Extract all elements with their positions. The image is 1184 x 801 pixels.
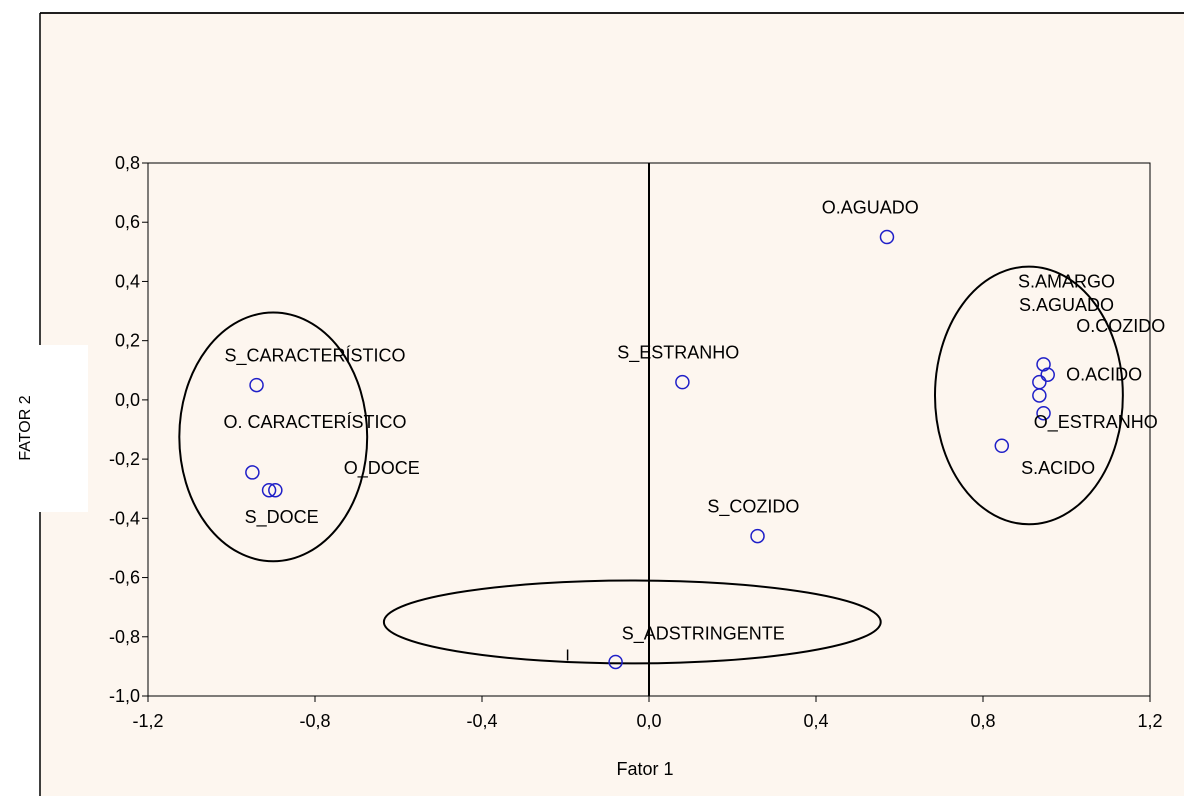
data-point [1040,367,1055,382]
data-point [268,482,283,498]
data-point [675,374,690,390]
y-tick-label: 0,2 [115,331,140,351]
point-label: S_CARACTERÍSTICO [224,345,405,366]
data-point [750,528,765,544]
point-label: S_ADSTRINGENTE [622,624,785,645]
data-point [879,229,895,245]
data-point [245,465,260,480]
tick-label-layer: -1,2 -0,8 -0,4 0,0 0,4 0,8 1,2 0,8 0,6 0,4 0,2 0,0 -… [109,153,1163,731]
group-ellipse [178,311,369,563]
point-label: O_ESTRANHO [1034,412,1158,433]
point-label: S.AMARGO [1018,271,1115,291]
point-label: O. CARACTERÍSTICO [223,412,406,432]
point-label: O.AGUADO [822,197,919,217]
x-tick-label: -1,2 [132,711,163,731]
group-ellipse [382,579,882,665]
group-ellipse [933,265,1124,526]
y-tick-label: -0,6 [109,568,140,588]
x-tick-label: 1,2 [1137,711,1162,731]
point-label: S.ACIDO [1021,458,1095,478]
y-tick-label: -0,4 [109,508,140,528]
data-point [249,377,264,393]
x-tick-label: 0,4 [803,711,828,731]
data-point [1036,357,1051,372]
point-label: S_ESTRANHO [617,342,739,363]
point-label: S_COZIDO [707,496,799,517]
y-tick-label: 0,8 [115,153,140,173]
x-tick-label: 0,0 [636,711,661,731]
data-point [994,438,1010,454]
y-tick-label: -0,8 [109,627,140,647]
y-tick-label: 0,0 [115,390,140,410]
point-label: S.AGUADO [1019,295,1114,315]
point-label: O.COZIDO [1076,316,1165,336]
x-tick-label: -0,8 [299,711,330,731]
y-tick-label: 0,6 [115,212,140,232]
x-tick-label: -0,4 [466,711,497,731]
ellipse-layer [178,265,1124,665]
point-label-layer: O.AGUADO S_CARACTERÍSTICO O. CARACTERÍSTIC… [223,197,1165,664]
y-tick-label: -1,0 [109,686,140,706]
x-axis-title: Fator 1 [616,759,673,779]
data-point [608,654,623,670]
point-label: O_DOCE [344,458,420,479]
ylabel-box [0,345,88,512]
data-point [1032,388,1047,403]
y-axis-title: FATOR 2 [17,395,34,460]
data-point [1036,405,1051,421]
point-label: S_DOCE [245,507,319,528]
y-tick-label: 0,4 [115,271,140,291]
axis-layer [142,162,1151,702]
point-label: O.ACIDO [1066,365,1142,385]
x-tick-label: 0,8 [970,711,995,731]
annotation-mark: I [565,647,569,664]
data-point [261,482,277,498]
point-layer [245,229,1055,670]
y-tick-label: -0,2 [109,449,140,469]
